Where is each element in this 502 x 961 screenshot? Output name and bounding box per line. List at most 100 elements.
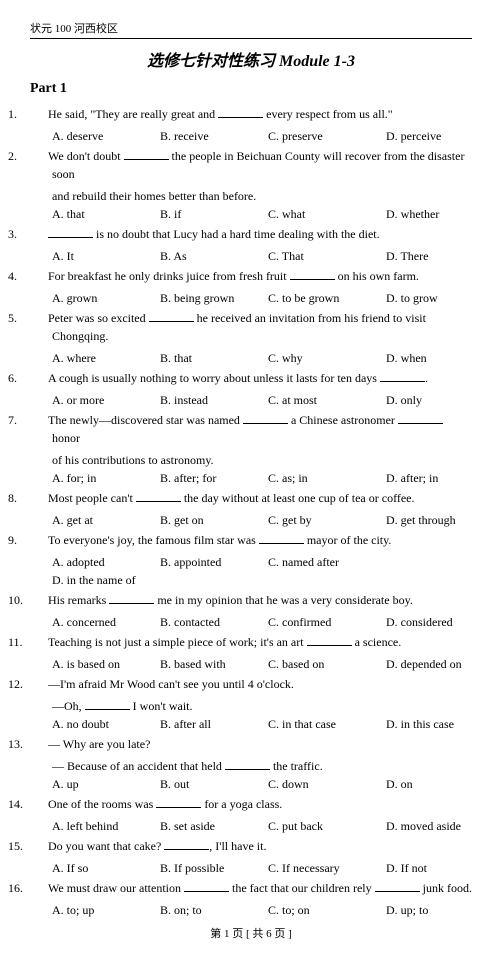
blank xyxy=(398,413,443,424)
opt-a: A. deserve xyxy=(52,127,152,145)
opt-b: B. get on xyxy=(160,511,260,529)
blank xyxy=(290,269,335,280)
q3-options: A. ItB. AsC. ThatD. There xyxy=(30,247,472,265)
question-12: 12.—I'm afraid Mr Wood can't see you unt… xyxy=(30,675,472,693)
q4-text-a: For breakfast he only drinks juice from … xyxy=(48,269,290,283)
question-11: 11.Teaching is not just a simple piece o… xyxy=(30,633,472,651)
q10-text-a: His remarks xyxy=(48,593,109,607)
opt-a: A. for; in xyxy=(52,469,152,487)
opt-b: B. appointed xyxy=(160,553,260,571)
opt-d: D. to grow xyxy=(386,289,438,307)
q13-text: — Why are you late? xyxy=(48,737,150,751)
blank xyxy=(149,311,194,322)
q14-options: A. left behindB. set asideC. put backD. … xyxy=(30,817,472,835)
q7-text-b: a Chinese astronomer xyxy=(288,413,398,427)
q13-sub-b: the traffic. xyxy=(270,759,323,773)
q12-sub: —Oh, I won't wait. xyxy=(30,697,472,715)
blank xyxy=(243,413,288,424)
opt-b: B. If possible xyxy=(160,859,260,877)
opt-b: B. As xyxy=(160,247,260,265)
question-2: 2.We don't doubt the people in Beichuan … xyxy=(30,147,472,183)
q7-text-c: honor xyxy=(52,431,80,445)
q15-text-b: , I'll have it. xyxy=(209,839,266,853)
q7-options: A. for; inB. after; forC. as; inD. after… xyxy=(30,469,472,487)
q9-text-a: To everyone's joy, the famous film star … xyxy=(48,533,259,547)
opt-d: D. perceive xyxy=(386,127,441,145)
q9-options: A. adopted B. appointed C. named after D. i… xyxy=(30,553,472,589)
question-6: 6.A cough is usually nothing to worry ab… xyxy=(30,369,472,387)
q14-text-a: One of the rooms was xyxy=(48,797,156,811)
opt-d: D. considered xyxy=(386,613,453,631)
opt-d: D. only xyxy=(386,391,422,409)
q14-text-b: for a yoga class. xyxy=(201,797,282,811)
opt-b: B. instead xyxy=(160,391,260,409)
q12-sub-b: I won't wait. xyxy=(130,699,193,713)
blank xyxy=(380,371,425,382)
blank xyxy=(164,839,209,850)
question-15: 15.Do you want that cake? , I'll have it… xyxy=(30,837,472,855)
opt-c: C. down xyxy=(268,775,378,793)
header-label: 状元 100 河西校区 xyxy=(30,20,472,39)
q5-text-a: Peter was so excited xyxy=(48,311,149,325)
q10-text-b: me in my opinion that he was a very cons… xyxy=(154,593,413,607)
q8-options: A. get atB. get onC. get byD. get throug… xyxy=(30,511,472,529)
blank xyxy=(124,149,169,160)
blank xyxy=(184,881,229,892)
opt-c: C. in that case xyxy=(268,715,378,733)
opt-c: C. That xyxy=(268,247,378,265)
opt-a: A. or more xyxy=(52,391,152,409)
blank xyxy=(259,533,304,544)
blank xyxy=(109,593,154,604)
opt-b: B. receive xyxy=(160,127,260,145)
q6-text-a: A cough is usually nothing to worry abou… xyxy=(48,371,380,385)
blank xyxy=(225,759,270,770)
q16-text-a: We must draw our attention xyxy=(48,881,184,895)
q12-sub-a: —Oh, xyxy=(52,699,85,713)
opt-b: B. after all xyxy=(160,715,260,733)
question-4: 4.For breakfast he only drinks juice fro… xyxy=(30,267,472,285)
opt-a: A. that xyxy=(52,205,152,223)
opt-a: A. to; up xyxy=(52,901,152,919)
q7-text-a: The newly—discovered star was named xyxy=(48,413,243,427)
q12-text: —I'm afraid Mr Wood can't see you until … xyxy=(48,677,294,691)
opt-c: C. named after xyxy=(268,553,378,571)
blank xyxy=(218,107,263,118)
opt-b: B. out xyxy=(160,775,260,793)
opt-b: B. set aside xyxy=(160,817,260,835)
q11-text-b: a science. xyxy=(352,635,402,649)
opt-c: C. preserve xyxy=(268,127,378,145)
opt-c: C. get by xyxy=(268,511,378,529)
question-14: 14.One of the rooms was for a yoga class… xyxy=(30,795,472,813)
question-13: 13.— Why are you late? xyxy=(30,735,472,753)
opt-b: B. after; for xyxy=(160,469,260,487)
q10-options: A. concernedB. contactedC. confirmedD. c… xyxy=(30,613,472,631)
opt-b: B. if xyxy=(160,205,260,223)
blank xyxy=(307,635,352,646)
q16-options: A. to; upB. on; toC. to; onD. up; to xyxy=(30,901,472,919)
opt-a: A. grown xyxy=(52,289,152,307)
opt-d: D. There xyxy=(386,247,428,265)
opt-d: D. on xyxy=(386,775,413,793)
q15-text-a: Do you want that cake? xyxy=(48,839,164,853)
opt-a: A. up xyxy=(52,775,152,793)
q15-options: A. If soB. If possibleC. If necessaryD. … xyxy=(30,859,472,877)
opt-a: A. adopted xyxy=(52,553,152,571)
opt-c: C. why xyxy=(268,349,378,367)
opt-d: D. in the name of xyxy=(52,571,136,589)
blank xyxy=(136,491,181,502)
opt-d: D. after; in xyxy=(386,469,438,487)
q16-text-c: junk food. xyxy=(420,881,472,895)
q2-line2: and rebuild their homes better than befo… xyxy=(30,187,472,205)
opt-a: A. no doubt xyxy=(52,715,152,733)
opt-d: D. in this case xyxy=(386,715,454,733)
q1-text-a: He said, "They are really great and xyxy=(48,107,218,121)
opt-b: B. based with xyxy=(160,655,260,673)
opt-d: D. whether xyxy=(386,205,439,223)
opt-c: C. at most xyxy=(268,391,378,409)
blank xyxy=(48,227,93,238)
opt-a: A. where xyxy=(52,349,152,367)
q2-text-a: We don't doubt xyxy=(48,149,124,163)
q2-options: A. thatB. ifC. whatD. whether xyxy=(30,205,472,223)
opt-d: D. up; to xyxy=(386,901,428,919)
opt-a: A. is based on xyxy=(52,655,152,673)
